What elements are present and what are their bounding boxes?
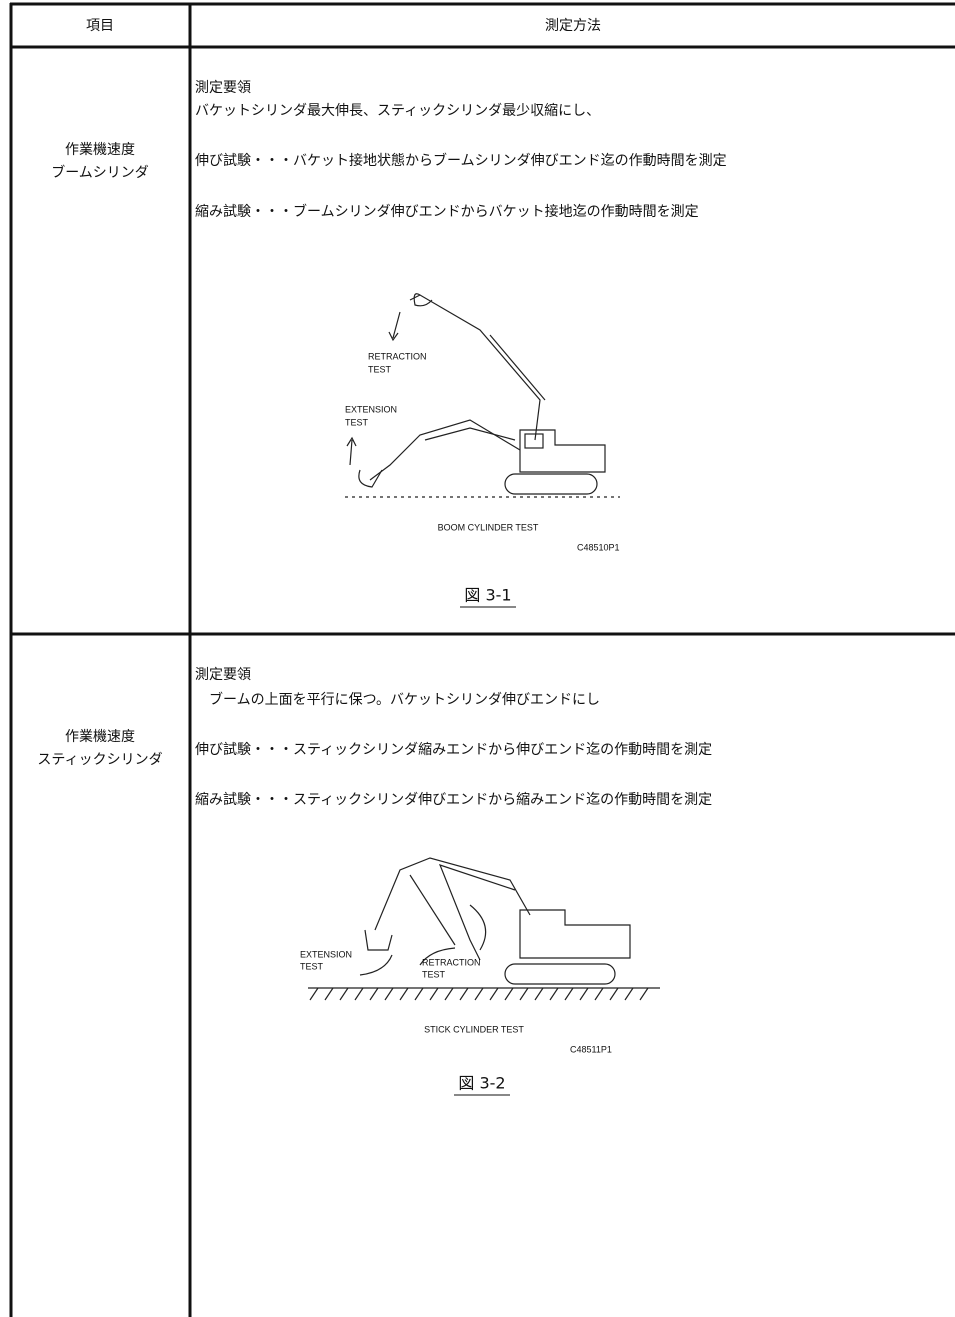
header-cell: 測定方法 xyxy=(545,18,601,34)
method-text: バケットシリンダ最大伸長、スティックシリンダ最少収縮にし、 xyxy=(195,103,600,119)
figure-label: RETRACTION xyxy=(368,351,427,361)
figure-boom xyxy=(345,293,620,498)
method-text: 縮み試験・・・スティックシリンダ伸びエンドから縮みエンド迄の作動時間を測定 xyxy=(195,792,712,808)
method-text: 伸び試験・・・スティックシリンダ縮みエンドから伸びエンド迄の作動時間を測定 xyxy=(195,742,712,758)
figure-title: STICK CYLINDER TEST xyxy=(424,1024,524,1034)
figure-title: BOOM CYLINDER TEST xyxy=(438,522,539,532)
figure-label: TEST xyxy=(368,364,392,374)
figure-label: TEST xyxy=(300,961,324,971)
method-text: 測定要領 xyxy=(195,79,251,96)
method-text: 伸び試験・・・バケット接地状態からブームシリンダ伸びエンド迄の作動時間を測定 xyxy=(195,152,727,169)
item-text: 作業機速度 xyxy=(65,729,135,745)
figure-label: RETRACTION xyxy=(422,957,481,967)
figure-label: TEST xyxy=(345,417,369,427)
figure-label: TEST xyxy=(422,969,446,979)
item-text: ブームシリンダ xyxy=(51,164,149,181)
item-text: スティックシリンダ xyxy=(37,752,162,768)
method-text: 縮み試験・・・ブームシリンダ伸びエンドからバケット接地迄の作動時間を測定 xyxy=(195,203,699,220)
header-cell: 項目 xyxy=(86,18,114,34)
item-text: 作業機速度 xyxy=(65,142,135,158)
figure-caption: 図 3-2 xyxy=(458,1074,505,1093)
figure-code: C48511P1 xyxy=(570,1044,612,1054)
figure-label: EXTENSION xyxy=(300,949,352,959)
figure-stick xyxy=(308,857,660,1001)
figure-caption: 図 3-1 xyxy=(464,586,511,605)
figure-code: C48510P1 xyxy=(577,542,620,552)
method-text: ブームの上面を平行に保つ。バケットシリンダ伸びエンドにし xyxy=(195,691,600,708)
method-text: 測定要領 xyxy=(195,666,251,683)
figure-label: EXTENSION xyxy=(345,404,397,414)
